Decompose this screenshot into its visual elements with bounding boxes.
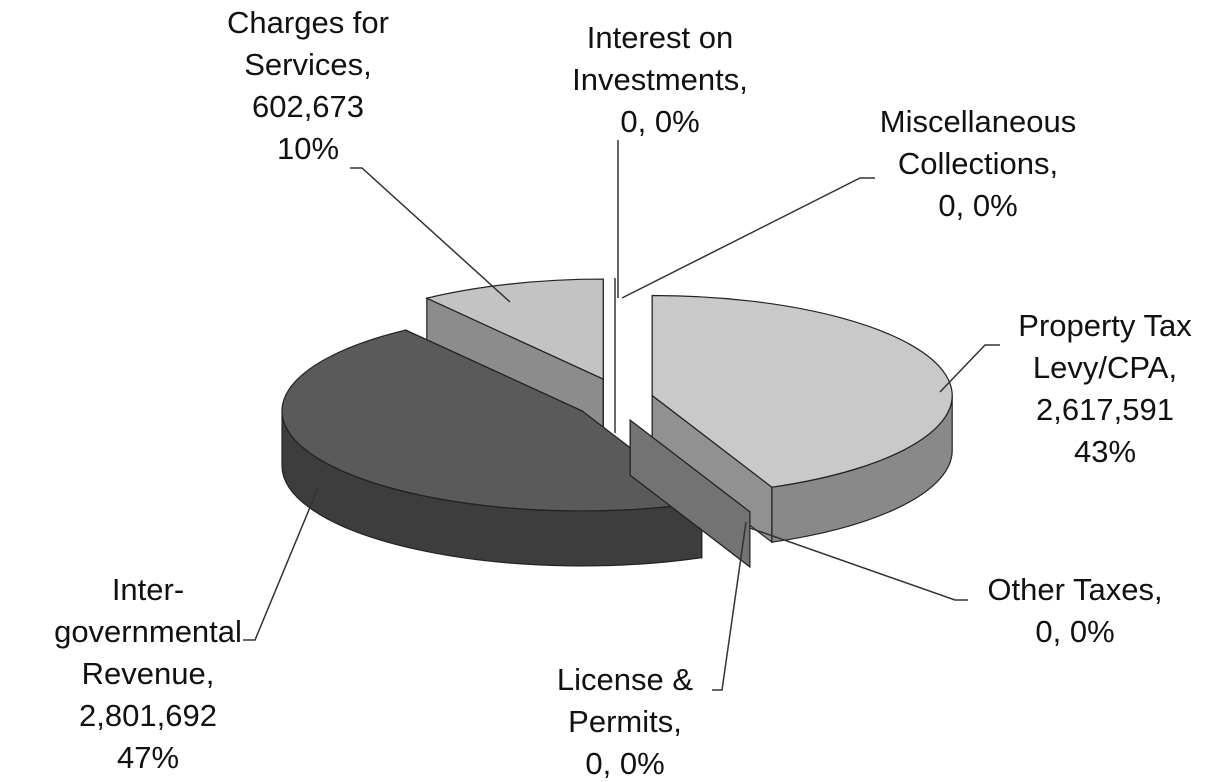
pie-slice — [629, 418, 751, 569]
data-label: 2,801,692 — [79, 698, 217, 733]
slice-top — [424, 278, 604, 381]
slice-top — [651, 294, 953, 488]
data-label: Services, — [244, 47, 371, 82]
leader-line — [939, 344, 1000, 393]
data-label: Miscellaneous — [880, 104, 1076, 139]
data-label: License & — [557, 662, 693, 697]
data-label: 2,617,591 — [1036, 392, 1174, 427]
leader-line — [350, 167, 511, 303]
data-label: 43% — [1074, 434, 1136, 469]
leader-line — [712, 521, 747, 691]
data-label: 0, 0% — [1035, 614, 1114, 649]
data-label: Interest on — [587, 20, 733, 55]
data-label: Charges for — [227, 5, 389, 40]
data-label: 0, 0% — [938, 188, 1017, 223]
data-label: Levy/CPA, — [1033, 350, 1177, 385]
data-label: 47% — [117, 740, 179, 775]
data-label: Collections, — [898, 146, 1058, 181]
data-label: Revenue, — [82, 656, 215, 691]
data-label: Other Taxes, — [987, 572, 1162, 607]
data-label: 10% — [277, 131, 339, 166]
slice-top — [281, 329, 704, 512]
data-label: Investments, — [572, 62, 748, 97]
data-label: Permits, — [568, 704, 682, 739]
data-label: Inter- — [112, 572, 184, 607]
leader-line — [749, 527, 968, 601]
data-label: 0, 0% — [585, 746, 664, 781]
data-label: governmental — [54, 614, 242, 649]
leader-line — [243, 487, 319, 641]
data-label: 0, 0% — [620, 104, 699, 139]
data-label: Property Tax — [1018, 308, 1192, 343]
slice-wall — [629, 418, 751, 569]
leader-line — [621, 177, 875, 299]
data-label: 602,673 — [252, 89, 364, 124]
pie-slice — [651, 294, 953, 544]
